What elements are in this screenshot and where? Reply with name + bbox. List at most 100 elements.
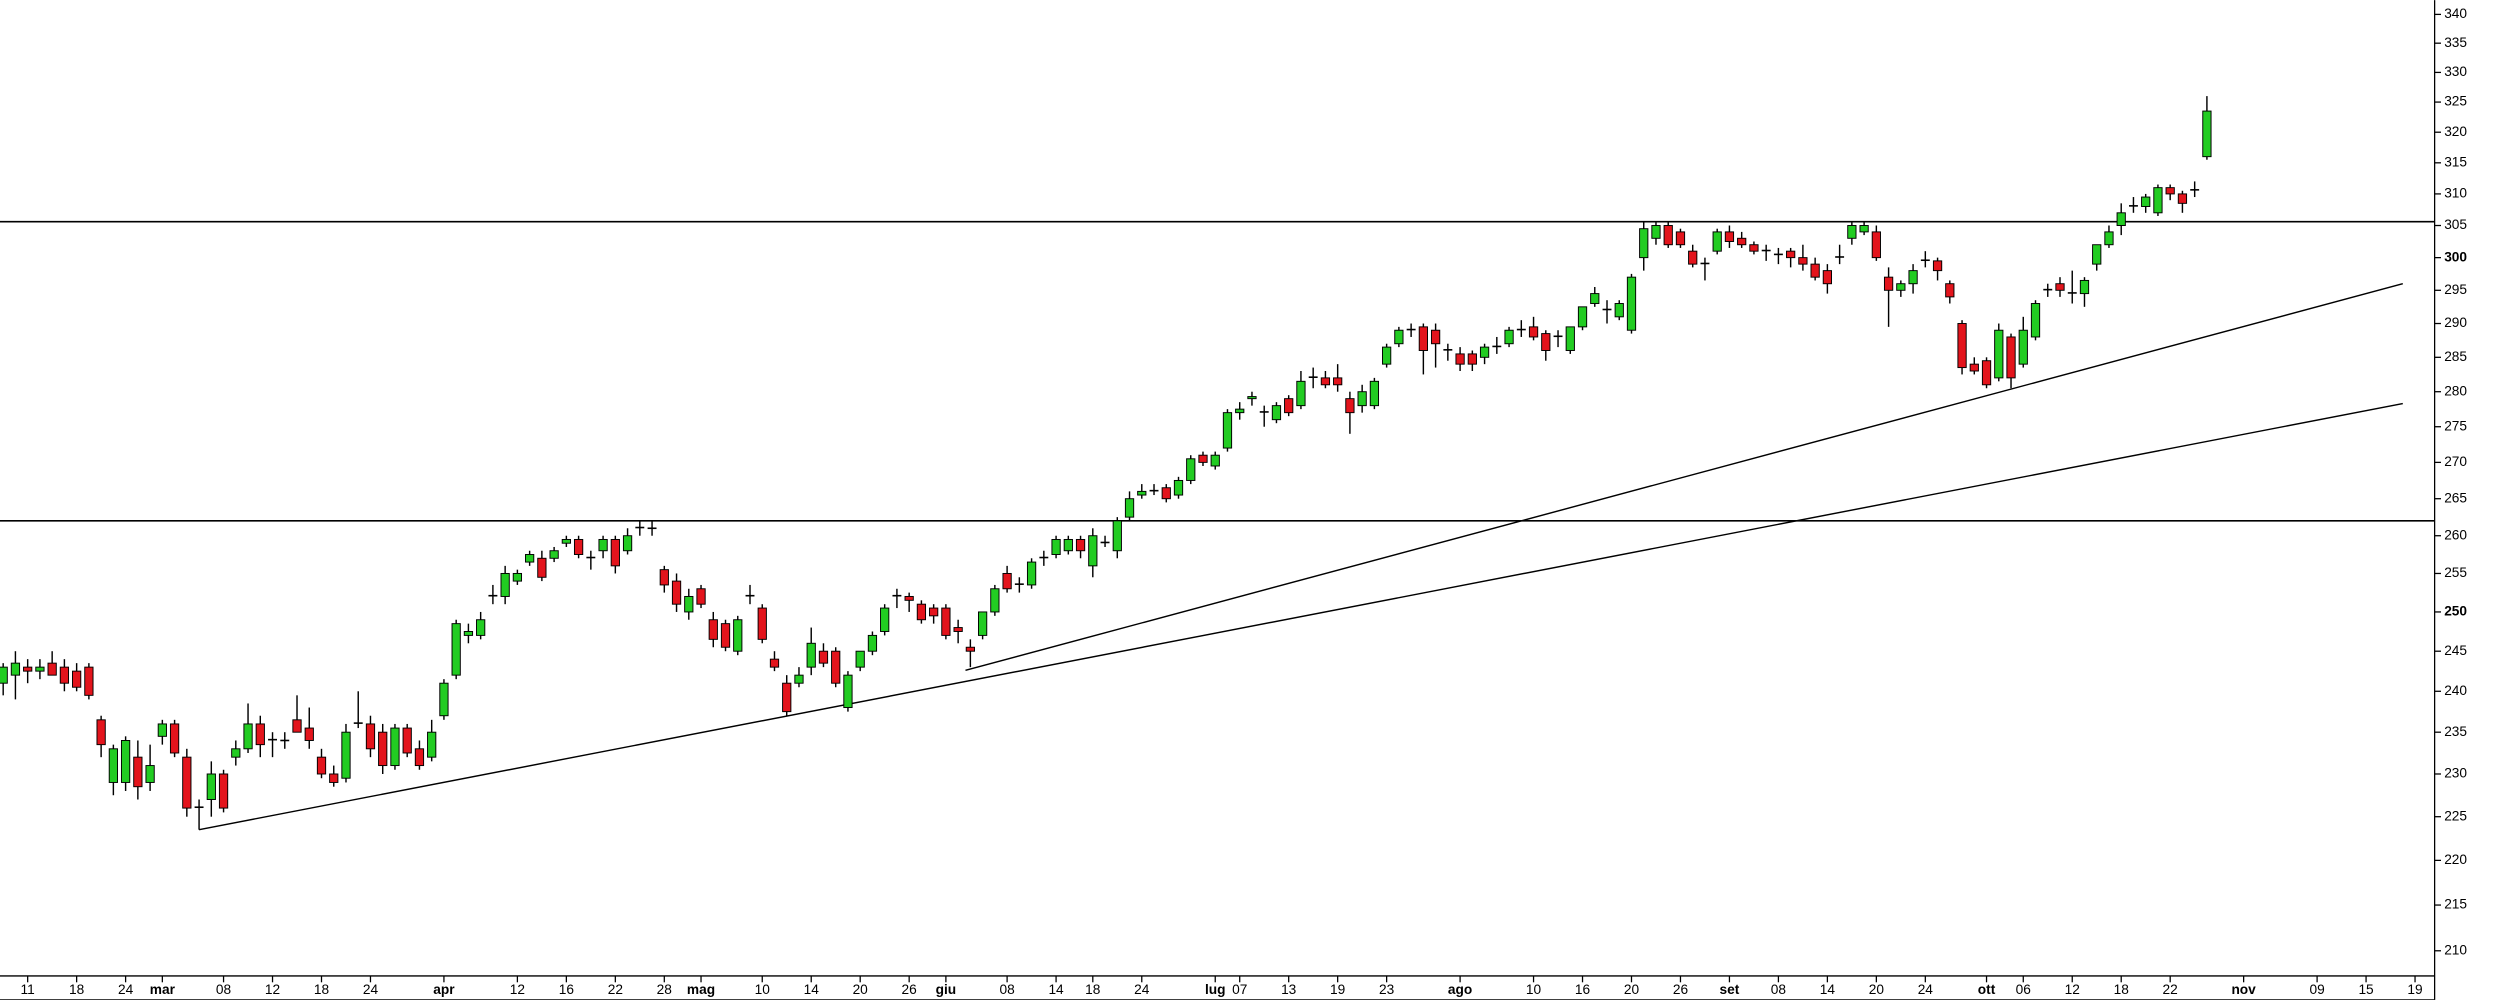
- x-tick-label: 20: [853, 982, 869, 997]
- candle-body: [402, 727, 412, 754]
- x-tick-label: 12: [265, 982, 280, 997]
- candle-body: [341, 731, 351, 779]
- candle-body: [1945, 283, 1955, 298]
- y-tick-label: 330: [2444, 64, 2467, 79]
- candle-body: [1284, 398, 1294, 414]
- y-tick-label: 240: [2444, 683, 2467, 698]
- candle-body: [316, 756, 327, 775]
- candle-body: [782, 682, 792, 713]
- y-tick-label: 290: [2444, 315, 2467, 330]
- candle-body: [2116, 212, 2126, 226]
- x-tick-label: 12: [510, 982, 525, 997]
- candle-body: [1541, 333, 1551, 351]
- candle-body: [1749, 244, 1759, 252]
- candle-body: [1810, 263, 1820, 278]
- candle-body: [769, 658, 780, 668]
- y-tick-label: 300: [2444, 249, 2467, 264]
- x-tick-label: 06: [2016, 982, 2032, 997]
- x-tick-label: 18: [69, 982, 85, 997]
- candle-body: [867, 634, 878, 652]
- candle-body: [255, 723, 265, 746]
- candle-body: [476, 619, 486, 636]
- candle-body: [1675, 231, 1686, 246]
- candle-body: [1198, 454, 1208, 463]
- candle-body: [1296, 380, 1306, 407]
- y-tick-label: 210: [2444, 942, 2467, 957]
- candle-body: [1333, 377, 1343, 386]
- candle-body: [1418, 326, 1428, 351]
- candle-body: [169, 723, 180, 754]
- candle-body: [1247, 396, 1257, 400]
- candle-body: [1969, 363, 1979, 372]
- candle-body: [1382, 346, 1392, 365]
- candle-body: [1320, 377, 1331, 386]
- y-tick-label: 340: [2444, 6, 2467, 21]
- x-tick-label: 22: [608, 982, 623, 997]
- candle-body: [1737, 237, 1747, 246]
- candle-body: [1112, 520, 1122, 552]
- x-tick-label: 08: [999, 982, 1015, 997]
- candle-body: [2165, 187, 2175, 195]
- candle-body: [72, 670, 82, 688]
- candle-body: [1394, 329, 1404, 345]
- candle-body: [96, 719, 106, 746]
- x-tick-label: 14: [1820, 982, 1836, 997]
- y-tick-label: 315: [2444, 154, 2467, 169]
- candle-body: [47, 662, 57, 676]
- candle-body: [1455, 353, 1465, 365]
- candle-body: [2177, 193, 2188, 204]
- candle-body: [1222, 412, 1233, 449]
- y-tick-label: 325: [2444, 94, 2467, 109]
- candle-body: [1651, 225, 1661, 239]
- candle-body: [304, 727, 314, 741]
- candle-body: [1051, 538, 1061, 555]
- candle-body: [1822, 270, 1833, 285]
- candle-body: [427, 731, 437, 758]
- candle-body: [1137, 490, 1147, 496]
- candle-body: [1186, 458, 1196, 481]
- y-tick-label: 255: [2444, 565, 2467, 580]
- candle-body: [525, 554, 535, 563]
- candle-body: [2202, 110, 2212, 158]
- x-tick-label: 24: [1134, 982, 1150, 997]
- candle-body: [414, 748, 425, 767]
- candle-body: [929, 607, 939, 617]
- candle-body: [1724, 231, 1735, 242]
- x-tick-label: 26: [1673, 982, 1689, 997]
- candle-body: [2006, 336, 2016, 379]
- candle-body: [696, 588, 706, 605]
- candle-body: [953, 627, 963, 632]
- y-tick-label: 280: [2444, 383, 2467, 398]
- candle-body: [2141, 196, 2151, 207]
- candle-body: [904, 595, 914, 601]
- x-tick-label: 28: [657, 982, 673, 997]
- candle-body: [59, 666, 70, 684]
- candle-body: [1981, 360, 1992, 386]
- candle-body: [2018, 329, 2028, 365]
- candle-body: [378, 731, 388, 767]
- candle-body: [831, 650, 841, 684]
- candle-body: [2055, 283, 2065, 291]
- x-tick-label: 18: [1085, 982, 1101, 997]
- candle-body: [708, 619, 718, 640]
- candle-body: [794, 674, 804, 684]
- x-tick-label: 08: [1771, 982, 1787, 997]
- x-tick-label: 19: [2407, 982, 2422, 997]
- y-tick-label: 310: [2444, 186, 2467, 201]
- candle-body: [1161, 487, 1171, 500]
- candle-body: [500, 572, 510, 597]
- candle-body: [1026, 561, 1037, 586]
- candle-body: [671, 580, 682, 605]
- candle-body: [1002, 572, 1012, 590]
- candle-body: [10, 662, 21, 676]
- y-tick-label: 260: [2444, 527, 2467, 542]
- x-tick-label: 14: [804, 982, 820, 997]
- candle-body: [1614, 303, 1624, 318]
- candle-body: [365, 723, 376, 750]
- candle-body: [843, 674, 853, 709]
- x-tick-label: 13: [1281, 982, 1297, 997]
- x-tick-label: 11: [21, 982, 35, 997]
- y-tick-label: 250: [2444, 604, 2467, 619]
- candle-body: [622, 535, 633, 552]
- x-tick-label: 24: [363, 982, 379, 997]
